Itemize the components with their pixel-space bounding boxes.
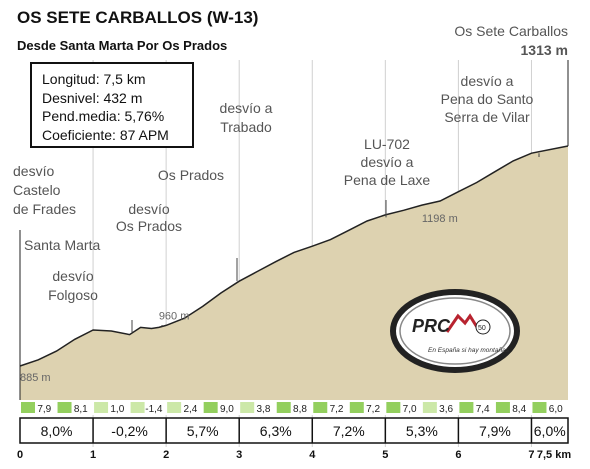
slope-value: 7,2 xyxy=(330,404,344,415)
km-slope-value: 7,9% xyxy=(479,423,511,439)
slope-value: 7,4 xyxy=(476,404,490,415)
stat-elevation-gain: Desnivel: 432 m xyxy=(42,89,143,106)
slope-bar xyxy=(422,402,437,413)
km-slope-value: -0,2% xyxy=(111,423,148,439)
km-slope-value: 8,0% xyxy=(41,423,73,439)
elevation-label: 1198 m xyxy=(422,213,458,225)
waypoint-label: Santa Marta xyxy=(24,237,100,253)
slope-value: 7,0 xyxy=(403,404,417,415)
waypoint-label: de Frades xyxy=(13,201,76,217)
stat-coefficient: Coeficiente: 87 APM xyxy=(42,126,169,143)
elevation-label: 960 m xyxy=(159,310,190,322)
slope-bar xyxy=(167,402,182,413)
logo-badge: 50 xyxy=(478,325,486,332)
slope-value: 8,4 xyxy=(512,404,526,415)
slope-bar xyxy=(532,402,547,413)
logo-text: PRC xyxy=(412,316,451,336)
waypoint-label: Pena de Laxe xyxy=(344,172,431,188)
x-tick-label: 3 xyxy=(236,449,242,461)
slope-value: 2,4 xyxy=(183,404,197,415)
chart-title: OS SETE CARBALLOS (W-13) xyxy=(17,8,258,27)
km-slope-value: 6,3% xyxy=(260,423,292,439)
x-tick-label: 5 xyxy=(382,449,388,461)
waypoint-label: Os Sete Carballos xyxy=(454,23,568,39)
slope-bar xyxy=(349,402,364,413)
slope-bar xyxy=(276,402,291,413)
x-tick-label: 7 xyxy=(528,449,534,461)
logo-tagline: En España si hay montañas xyxy=(428,347,510,354)
waypoint-label: LU-702 xyxy=(364,136,410,152)
slope-value: 3,8 xyxy=(257,404,271,415)
waypoint-label: Os Prados xyxy=(158,167,224,183)
waypoint-label: Castelo xyxy=(13,182,61,198)
slope-bar xyxy=(57,402,72,413)
slope-bars: 7,9 8,1 1,0 -1,4 2,4 9,0 3,8 8,8 7,2 7,2 7,0 3,6 7,4… xyxy=(19,400,569,444)
slope-value: 3,6 xyxy=(439,404,453,415)
profile-line xyxy=(19,145,569,367)
mountain-icon xyxy=(445,313,482,333)
waypoint-label: Folgoso xyxy=(48,287,98,303)
slope-value: 1,0 xyxy=(110,404,124,415)
slope-bar xyxy=(386,402,401,413)
waypoint-label: Trabado xyxy=(220,119,272,135)
waypoint-label: Os Prados xyxy=(116,218,182,234)
stat-average-slope: Pend.media: 5,76% xyxy=(42,108,165,124)
slope-value: 6,0 xyxy=(549,404,563,415)
x-tick-label: 6 xyxy=(455,449,461,461)
waypoint-label: desvío a xyxy=(461,73,514,89)
km-slope-value: 7,2% xyxy=(333,423,365,439)
waypoint-label: desvío a xyxy=(361,154,414,170)
waypoint-label: desvío xyxy=(128,201,169,217)
waypoint-label: Pena do Santo xyxy=(441,91,534,107)
waypoint-label: 1313 m xyxy=(521,42,568,58)
slope-value: -1,4 xyxy=(145,404,163,415)
x-tick-label: 0 xyxy=(17,449,23,461)
stat-length: Longitud: 7,5 km xyxy=(42,71,146,87)
waypoint-label: desvío xyxy=(13,163,54,179)
x-tick-label: 1 xyxy=(90,449,96,461)
prc-logo: PRC En España si hay montañas 50 xyxy=(390,289,520,373)
slope-value: 7,2 xyxy=(366,404,380,415)
slope-bar xyxy=(459,402,474,413)
slope-bar xyxy=(495,402,510,413)
slope-bar xyxy=(203,402,218,413)
km-strip xyxy=(19,417,569,444)
waypoint-label: desvío a xyxy=(220,100,273,116)
waypoint-labels: desvío Castelo de Frades Santa Marta desvío F… xyxy=(13,23,568,333)
route-stats-box: Longitud: 7,5 km Desnivel: 432 m Pend.me… xyxy=(30,62,194,148)
km-slope-value: 5,7% xyxy=(187,423,219,439)
waypoint-label: desvío xyxy=(52,268,93,284)
elevation-label: 885 m xyxy=(20,372,51,384)
km-slope-value: 5,3% xyxy=(406,423,438,439)
x-tick-label: 7,5 km xyxy=(537,449,571,461)
x-tick-label: 4 xyxy=(309,449,316,461)
slope-value: 9,0 xyxy=(220,404,234,415)
km-slope-value: 6,0% xyxy=(534,423,566,439)
chart-subtitle: Desde Santa Marta Por Os Prados xyxy=(17,38,227,53)
x-tick-label: 2 xyxy=(163,449,169,461)
slope-value: 7,9 xyxy=(37,404,51,415)
slope-value: 8,8 xyxy=(293,404,307,415)
slope-value: 8,1 xyxy=(74,404,88,415)
slope-bar xyxy=(130,402,145,413)
slope-bar xyxy=(313,402,328,413)
slope-bar xyxy=(94,402,109,413)
slope-bar xyxy=(240,402,255,413)
slope-bar xyxy=(21,402,35,413)
waypoint-label: Serra de Vilar xyxy=(444,109,530,125)
x-axis: 0 1 2 3 4 5 6 7 7,5 km xyxy=(17,449,571,461)
